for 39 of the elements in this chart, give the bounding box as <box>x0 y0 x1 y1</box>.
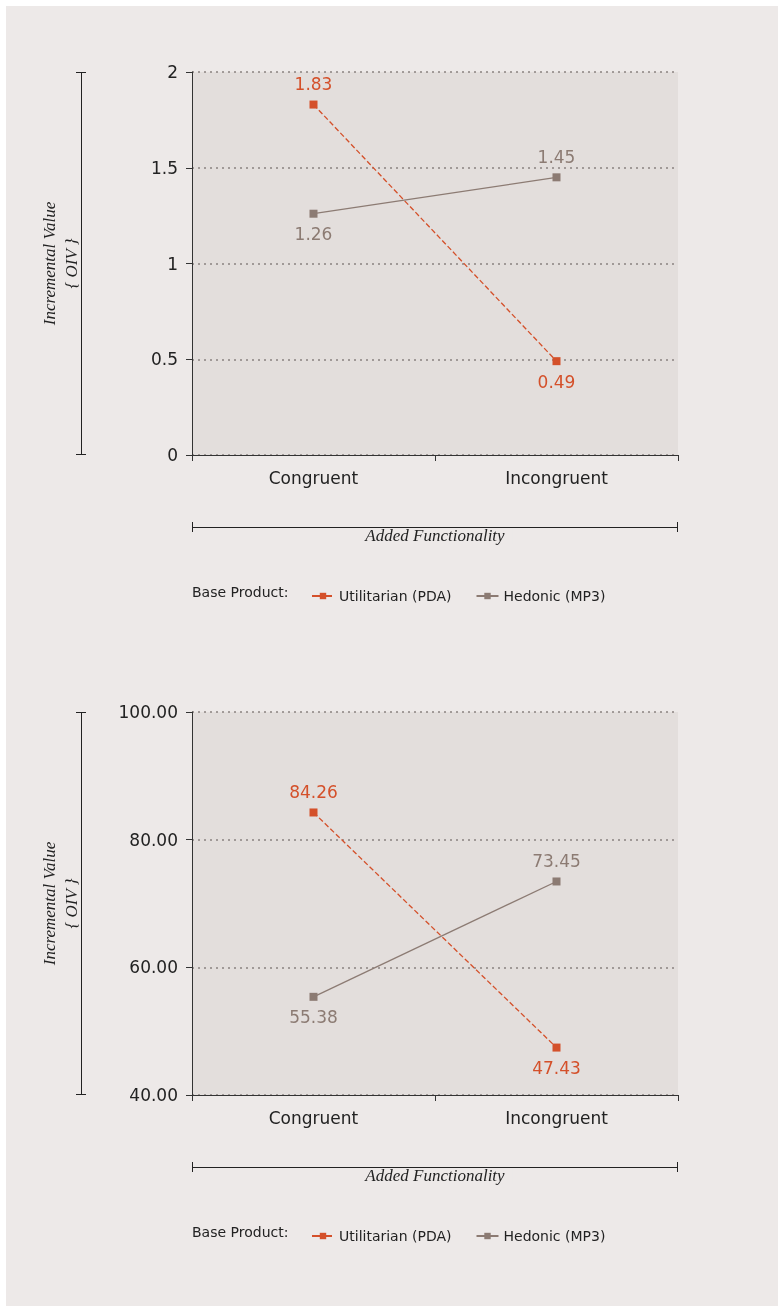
x-axis-title: Added Functionality <box>364 526 506 545</box>
point <box>309 209 318 218</box>
y-tick-label: 2 <box>167 62 178 82</box>
data-label: 0.49 <box>537 371 576 392</box>
legend-label: Hedonic (MP3) <box>503 1228 606 1244</box>
legend-label: Hedonic (MP3) <box>503 588 606 604</box>
y-axis-title: Incremental Value { OIV } <box>39 201 81 327</box>
x-tick-label: Congruent <box>268 467 359 488</box>
legend-title: Base Product: <box>192 584 289 600</box>
y-tick-label: 80.00 <box>129 829 178 850</box>
y-axis-title: Incremental Value { OIV } <box>39 841 81 967</box>
point <box>552 877 561 886</box>
data-label: 1.26 <box>294 224 333 245</box>
y-tick-label: 60.00 <box>129 957 178 978</box>
data-label: 84.26 <box>289 781 338 802</box>
point <box>552 1043 561 1052</box>
point <box>552 173 561 182</box>
data-label: 55.38 <box>289 1007 338 1028</box>
legend-label: Utilitarian (PDA) <box>339 1228 452 1244</box>
x-axis-title: Added Functionality <box>364 1166 506 1185</box>
point <box>309 100 318 109</box>
y-tick-label: 1.5 <box>150 157 178 178</box>
point <box>309 992 318 1001</box>
x-tick-label: Congruent <box>268 1107 359 1128</box>
y-tick-label: 100.00 <box>118 702 178 722</box>
data-label: 1.45 <box>537 146 576 167</box>
data-label: 1.83 <box>294 74 333 95</box>
data-label: 73.45 <box>532 850 581 871</box>
legend-title: Base Product: <box>192 1224 289 1240</box>
y-tick-label: 0.5 <box>150 349 178 370</box>
y-tick-label: 40.00 <box>129 1085 178 1105</box>
y-tick-label: 0 <box>167 445 178 465</box>
x-tick-label: Incongruent <box>505 467 609 488</box>
point <box>309 808 318 817</box>
point <box>552 357 561 366</box>
legend-label: Utilitarian (PDA) <box>339 588 452 604</box>
x-tick-label: Incongruent <box>505 1107 609 1128</box>
data-label: 47.43 <box>532 1058 581 1079</box>
y-tick-label: 1 <box>167 253 178 274</box>
